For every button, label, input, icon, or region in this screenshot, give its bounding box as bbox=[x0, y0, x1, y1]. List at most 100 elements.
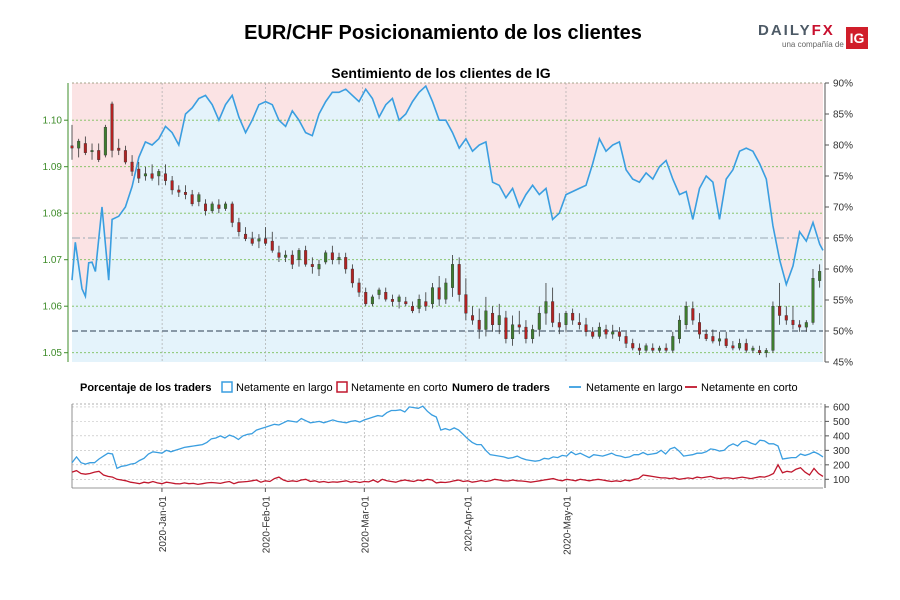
candle bbox=[457, 257, 461, 302]
candle bbox=[597, 322, 601, 339]
candle bbox=[471, 306, 475, 325]
candle bbox=[210, 201, 214, 214]
candle bbox=[544, 282, 548, 325]
candle bbox=[537, 306, 541, 337]
pct-tick-label: 70% bbox=[833, 203, 853, 214]
candle-body bbox=[370, 296, 374, 305]
candle bbox=[764, 348, 768, 358]
pct-tick-label: 45% bbox=[833, 358, 853, 369]
candle-body bbox=[477, 319, 481, 330]
candle-body bbox=[163, 173, 167, 181]
candle-body bbox=[591, 331, 595, 337]
candle bbox=[157, 169, 161, 186]
candle-body bbox=[157, 171, 161, 177]
candle-body bbox=[778, 306, 782, 316]
legend-pct-long-swatch bbox=[221, 381, 233, 393]
percent-axis: 45% 50% 55% 60% 65% 70% 75% 80% 85% 90% bbox=[824, 79, 853, 369]
candle-body bbox=[504, 317, 508, 339]
candle bbox=[738, 338, 742, 351]
candle bbox=[664, 343, 668, 353]
pct-tick-label: 55% bbox=[833, 296, 853, 307]
candle-body bbox=[410, 306, 414, 312]
price-tick-label: 1.10 bbox=[43, 116, 63, 127]
candle-body bbox=[551, 301, 555, 323]
candle bbox=[410, 301, 414, 314]
candle bbox=[724, 331, 728, 349]
candle-body bbox=[177, 189, 181, 193]
pct-tick-label: 75% bbox=[833, 172, 853, 183]
candle bbox=[517, 310, 521, 335]
candle bbox=[784, 306, 788, 325]
candle bbox=[270, 231, 274, 253]
candle bbox=[77, 138, 81, 158]
top-gridlines bbox=[72, 82, 823, 362]
candle-body bbox=[531, 329, 535, 339]
candle bbox=[671, 331, 675, 353]
candle bbox=[624, 331, 628, 349]
date-tick-label: 2020-May-01 bbox=[563, 496, 574, 555]
candle bbox=[277, 245, 281, 263]
candle bbox=[818, 264, 822, 288]
candle-body bbox=[537, 312, 541, 330]
candle-body bbox=[357, 282, 361, 293]
candle-body bbox=[811, 278, 815, 323]
candle bbox=[491, 306, 495, 332]
candle bbox=[330, 245, 334, 265]
candle bbox=[90, 143, 94, 160]
legend-num-title: Numero de traders bbox=[452, 382, 550, 394]
candle bbox=[150, 164, 154, 181]
candle-body bbox=[197, 194, 201, 202]
candle-body bbox=[77, 140, 81, 149]
candle-body bbox=[544, 301, 548, 314]
candle bbox=[257, 234, 261, 249]
candle bbox=[617, 327, 621, 342]
candle bbox=[564, 310, 568, 332]
price-candles bbox=[70, 101, 822, 358]
candle bbox=[637, 343, 641, 356]
candle-body bbox=[364, 292, 368, 305]
candle-body bbox=[183, 192, 187, 195]
candle-body bbox=[818, 271, 822, 281]
candle-body bbox=[110, 103, 114, 151]
price-tick-label: 1.07 bbox=[43, 255, 63, 266]
candle-body bbox=[404, 301, 408, 305]
candle-body bbox=[384, 292, 388, 300]
candle-body bbox=[430, 287, 434, 305]
candle bbox=[657, 345, 661, 353]
logo-subtext: una compañía de bbox=[782, 40, 844, 49]
candle-body bbox=[324, 252, 328, 263]
candle-body bbox=[70, 145, 74, 149]
pct-tick-label: 80% bbox=[833, 141, 853, 152]
reference-lines bbox=[72, 237, 823, 332]
candle bbox=[684, 301, 688, 330]
candle bbox=[430, 282, 434, 309]
logo-wordmark: DAILYFX bbox=[758, 22, 835, 39]
candle bbox=[204, 199, 208, 216]
candle-body bbox=[130, 161, 134, 172]
candle-body bbox=[604, 329, 608, 335]
candle-body bbox=[264, 238, 268, 244]
traders-tick-label: 100 bbox=[833, 475, 850, 486]
candle bbox=[497, 303, 501, 335]
candle bbox=[297, 248, 301, 267]
candle-body bbox=[771, 306, 775, 351]
candle-body bbox=[317, 264, 321, 270]
candle-body bbox=[284, 254, 288, 258]
candle bbox=[577, 313, 581, 330]
candle-body bbox=[350, 268, 354, 284]
date-tick-label: 2020-Jan-01 bbox=[158, 496, 169, 553]
candle bbox=[591, 327, 595, 339]
candle bbox=[677, 315, 681, 344]
candle bbox=[170, 176, 174, 195]
candle-body bbox=[244, 233, 248, 239]
candle bbox=[370, 294, 374, 307]
candle-body bbox=[471, 315, 475, 321]
candle bbox=[217, 199, 221, 214]
candle bbox=[758, 345, 762, 356]
candle-body bbox=[571, 312, 575, 321]
candle bbox=[177, 185, 181, 197]
candle bbox=[103, 124, 107, 158]
traders-axis: 100 200 300 400 500 600 bbox=[824, 402, 850, 488]
candle-body bbox=[764, 350, 768, 353]
